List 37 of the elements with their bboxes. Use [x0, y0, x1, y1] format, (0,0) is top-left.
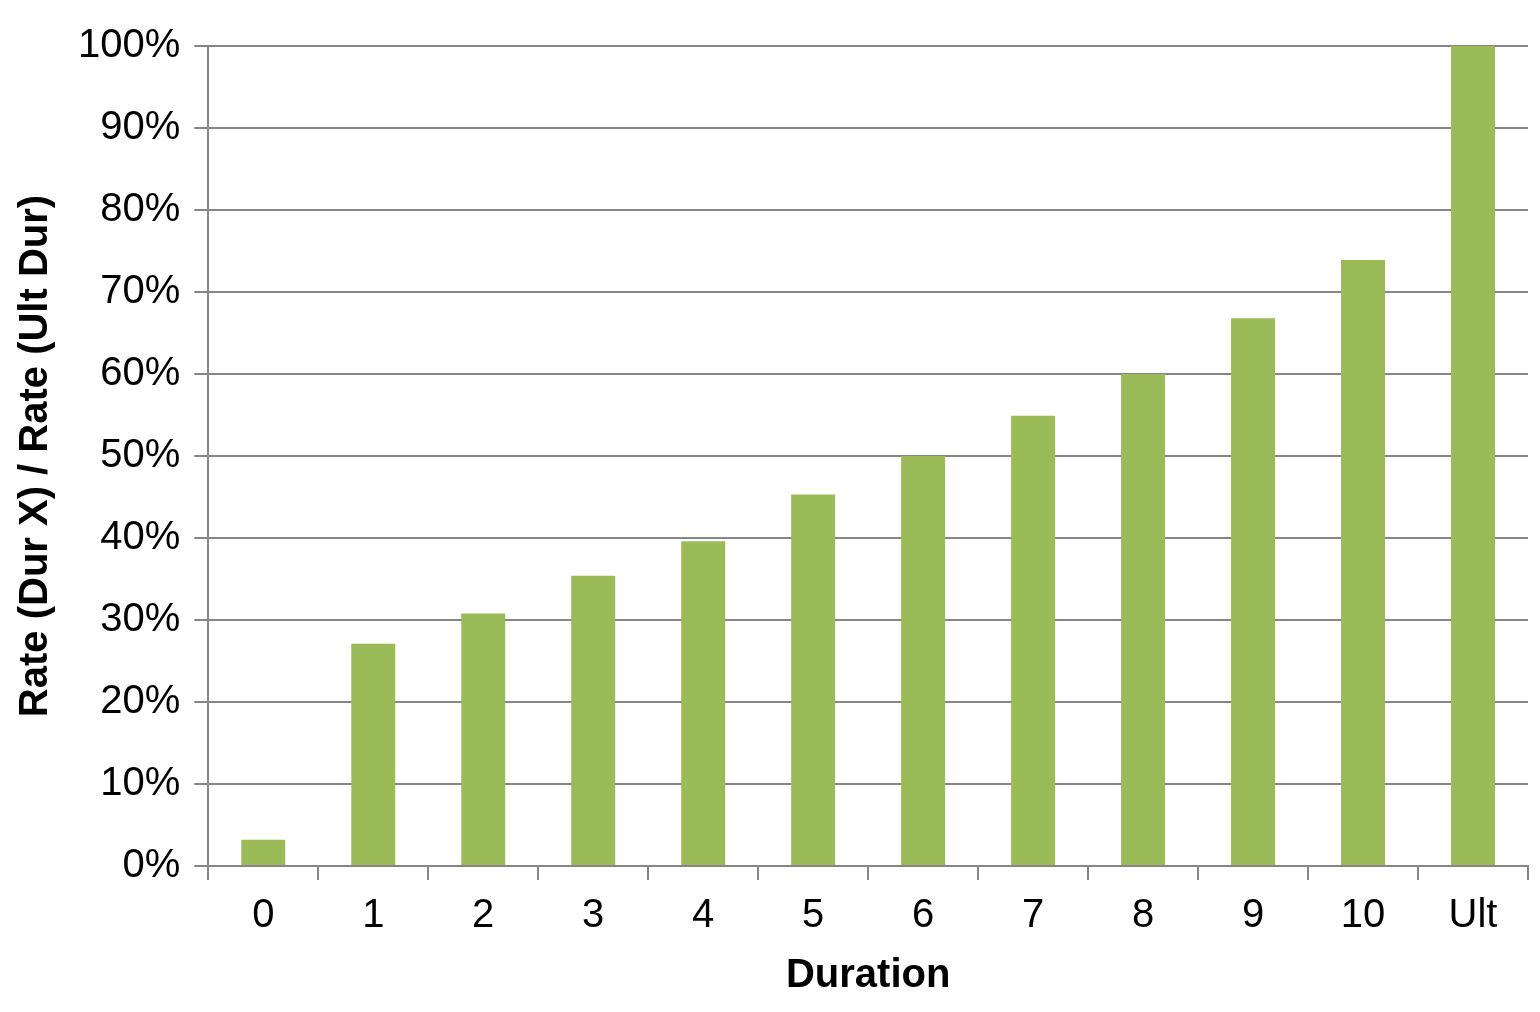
- x-tick-label: 4: [692, 891, 715, 936]
- y-tick-label: 50%: [100, 431, 181, 476]
- bar: [351, 643, 396, 865]
- bar: [241, 839, 286, 865]
- bar: [1451, 46, 1496, 865]
- y-tick-label: 100%: [77, 21, 181, 66]
- bar: [1011, 415, 1056, 865]
- y-tick-label: 10%: [100, 759, 181, 804]
- x-tick-label: 5: [802, 891, 825, 936]
- bar: [1341, 260, 1386, 865]
- x-tick-label: 10: [1340, 891, 1386, 936]
- y-tick-label: 40%: [100, 513, 181, 558]
- y-tick-label: 30%: [100, 595, 181, 640]
- x-tick-label: 6: [912, 891, 935, 936]
- x-tick-label: 9: [1241, 891, 1265, 936]
- bar: [1121, 374, 1166, 865]
- bar: [681, 541, 726, 865]
- y-tick-label: 20%: [100, 677, 181, 722]
- y-tick-label: 70%: [100, 267, 181, 312]
- x-tick-label: 3: [582, 891, 605, 936]
- bar: [461, 613, 506, 865]
- x-tick-label: 1: [362, 891, 385, 936]
- x-tick-label: 2: [472, 891, 495, 936]
- x-tick-label: Ult: [1448, 891, 1498, 936]
- bar: [1231, 318, 1276, 865]
- y-tick-label: 0%: [122, 841, 181, 886]
- bar: [571, 575, 616, 865]
- y-tick-label: 60%: [100, 349, 181, 394]
- x-axis-title: Duration: [785, 951, 951, 996]
- bar: [791, 494, 836, 865]
- x-tick-label: 0: [252, 891, 275, 936]
- y-tick-label: 80%: [100, 185, 181, 230]
- x-tick-label: 8: [1131, 891, 1155, 936]
- bar: [901, 456, 946, 865]
- y-axis-title: Rate (Dur X) / Rate (Ult Dur): [11, 194, 56, 718]
- x-tick-label: 7: [1021, 891, 1045, 936]
- y-tick-label: 90%: [100, 103, 181, 148]
